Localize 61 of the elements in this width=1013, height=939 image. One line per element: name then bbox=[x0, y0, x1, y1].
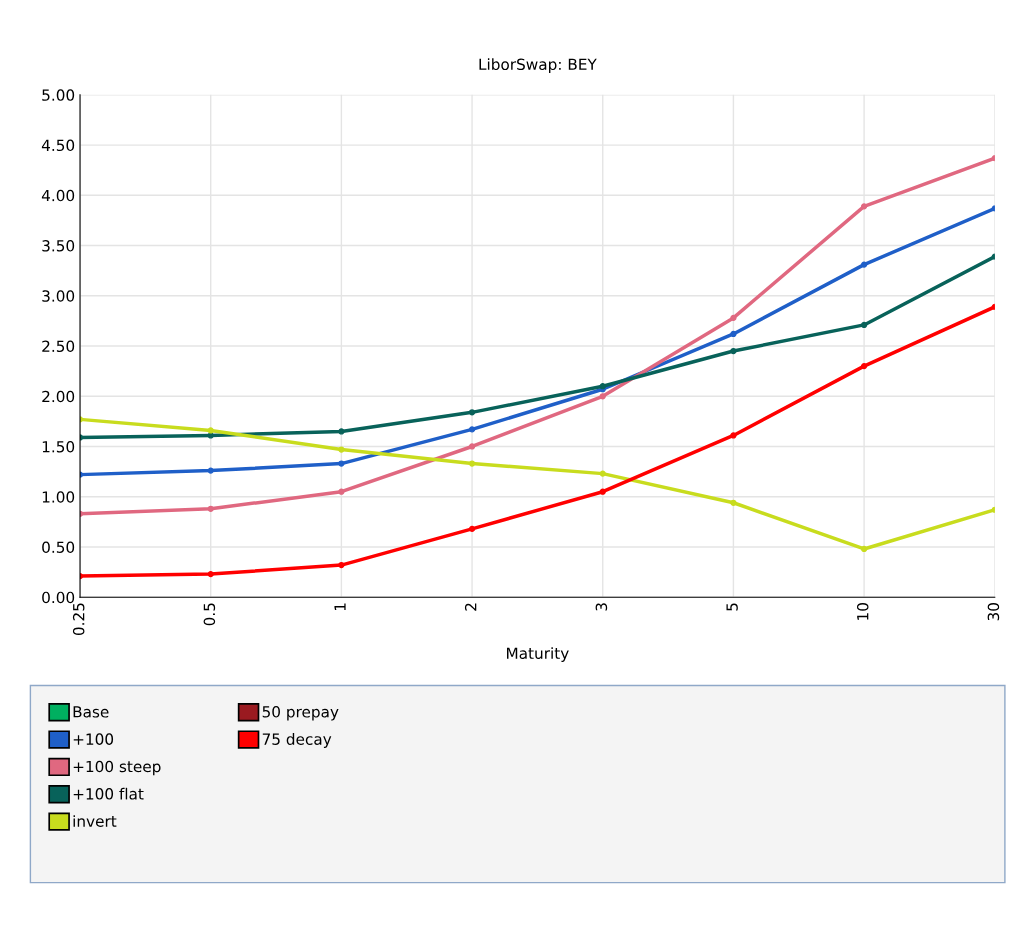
point bbox=[338, 488, 345, 495]
line-series bbox=[80, 155, 995, 517]
point bbox=[730, 330, 737, 338]
point bbox=[338, 446, 345, 453]
y-tick-label: 0.00 bbox=[42, 591, 75, 604]
point bbox=[207, 427, 214, 434]
point bbox=[468, 426, 476, 433]
point bbox=[860, 321, 868, 329]
y-tick-label: 3.00 bbox=[42, 290, 75, 302]
point bbox=[860, 545, 868, 553]
x-tick-label: 3 bbox=[595, 603, 608, 611]
y-tick-label: 5.00 bbox=[42, 89, 75, 101]
x-tick-label: 10 bbox=[856, 603, 869, 620]
legend-label: invert bbox=[73, 815, 117, 827]
point bbox=[860, 203, 868, 210]
point bbox=[338, 428, 345, 435]
point bbox=[207, 570, 214, 578]
point bbox=[207, 505, 214, 512]
y-tick-label: 1.50 bbox=[42, 440, 75, 453]
x-axis-title: Maturity bbox=[507, 647, 569, 662]
line-series bbox=[80, 205, 995, 478]
point bbox=[730, 499, 737, 506]
point bbox=[860, 261, 868, 268]
y-tick-label: 3.50 bbox=[42, 240, 75, 252]
x-tick-label: 1 bbox=[334, 603, 346, 611]
line-series bbox=[80, 416, 995, 553]
y-tick-label: 4.50 bbox=[41, 139, 75, 152]
x-tick-label: 0.5 bbox=[203, 603, 216, 626]
point bbox=[207, 432, 214, 439]
point bbox=[599, 393, 606, 400]
point bbox=[338, 561, 345, 569]
point bbox=[468, 525, 476, 533]
x-tick-label: 5 bbox=[726, 603, 738, 611]
y-tick-label: 2.00 bbox=[42, 390, 75, 403]
line-series bbox=[80, 303, 995, 580]
legend-label: Base bbox=[73, 706, 109, 718]
x-tick-label: 2 bbox=[464, 603, 477, 611]
point bbox=[207, 467, 214, 474]
point bbox=[599, 470, 606, 477]
y-tick-label: 2.50 bbox=[42, 340, 75, 353]
chart-title: LiborSwap: BEY bbox=[479, 58, 597, 74]
point bbox=[468, 409, 476, 416]
legend-label: 75 decay bbox=[262, 733, 332, 748]
legend-label: 50 prepay bbox=[262, 706, 339, 721]
legend-label: +100 bbox=[73, 733, 114, 745]
legend-label: +100 steep bbox=[73, 760, 161, 776]
line-series bbox=[80, 253, 995, 441]
point bbox=[730, 432, 737, 439]
y-tick-label: 1.00 bbox=[42, 491, 75, 503]
legend-label: +100 flat bbox=[73, 787, 144, 800]
point bbox=[468, 443, 476, 450]
y-tick-label: 4.00 bbox=[41, 189, 75, 202]
x-tick-label: 0.25 bbox=[72, 603, 85, 636]
point bbox=[730, 347, 737, 355]
y-tick-label: 0.50 bbox=[42, 541, 75, 553]
point bbox=[599, 488, 606, 495]
point bbox=[468, 460, 476, 467]
point bbox=[860, 362, 868, 370]
x-tick-label: 30 bbox=[987, 603, 1000, 621]
point bbox=[730, 314, 737, 322]
point bbox=[338, 460, 345, 467]
